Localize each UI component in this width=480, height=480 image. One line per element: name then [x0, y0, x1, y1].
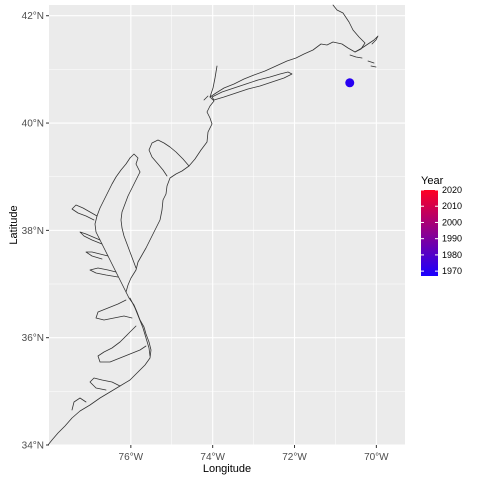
- y-tick-label: 38°N: [22, 226, 44, 237]
- legend-title: Year: [421, 175, 444, 187]
- legend-breaks: 2020 2010 2000 1990 1980 1970: [421, 185, 462, 276]
- coastline-rappahannock: [79, 231, 103, 245]
- x-axis-ticks: 76°W 74°W 72°W 70°W: [119, 445, 389, 463]
- y-tick-label: 40°N: [22, 119, 44, 130]
- legend-break-label: 1990: [442, 234, 462, 244]
- data-points: [345, 78, 355, 88]
- legend-break-label: 1980: [442, 250, 462, 260]
- coastline-delaware-bay: [148, 139, 190, 177]
- legend-break-label: 2020: [442, 185, 462, 195]
- coastline-potomac: [71, 204, 98, 221]
- coastline-nc-south: [71, 377, 121, 411]
- y-tick-label: 36°N: [22, 333, 44, 344]
- coastline-chesapeake-east: [120, 171, 141, 269]
- x-tick-label: 74°W: [200, 452, 225, 463]
- coastline-pamlico: [97, 325, 147, 363]
- x-tick-label: 72°W: [282, 452, 307, 463]
- year-legend: Year 2020 2010 2000 1990 1980 1970: [421, 175, 462, 276]
- coastline-long-island: [211, 71, 293, 101]
- coastline-outer-banks: [129, 297, 151, 357]
- x-tick-label: 76°W: [119, 452, 144, 463]
- coastline-james: [89, 267, 119, 278]
- coastline-hudson: [203, 65, 218, 101]
- legend-break-label: 1970: [442, 266, 462, 276]
- plot-panel: [49, 5, 405, 445]
- observation-point: [345, 78, 355, 88]
- coastline-upper-chesapeake: [129, 153, 141, 173]
- coastline-albemarle: [95, 299, 133, 321]
- y-axis-title: Latitude: [8, 205, 20, 244]
- legend-break-label: 2010: [442, 201, 462, 211]
- coastline-islands-ma: [349, 54, 377, 68]
- y-tick-label: 42°N: [22, 11, 44, 22]
- coastline-mainland: [47, 4, 366, 446]
- coastline-cape-cod: [354, 35, 379, 53]
- grid-lines: [49, 5, 405, 446]
- legend-break-label: 2000: [442, 217, 462, 227]
- x-axis-title: Longitude: [203, 463, 251, 475]
- y-axis-ticks: 34°N 36°N 38°N 40°N 42°N: [22, 11, 49, 452]
- legend-color-bar: [421, 190, 438, 276]
- coastline-york: [85, 251, 109, 260]
- x-tick-label: 70°W: [364, 452, 389, 463]
- y-tick-label: 34°N: [22, 441, 44, 452]
- coastline: [47, 4, 379, 446]
